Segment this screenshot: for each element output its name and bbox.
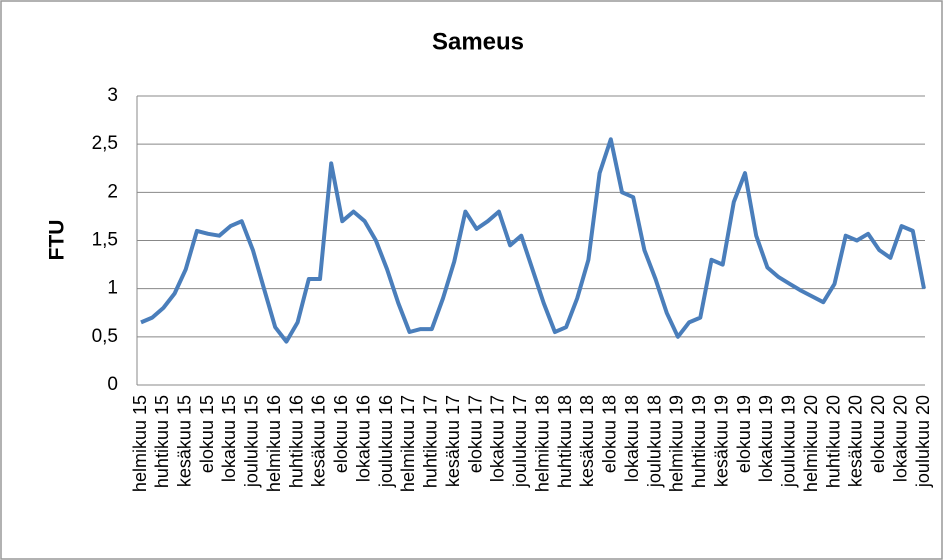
data-line [140,137,926,344]
x-tick-label: elokuu 18 [600,395,620,473]
x-tick-label: joulukuu 15 [242,395,262,488]
x-tick-label: helmikuu 17 [398,395,418,492]
x-tick-label: huhtikuu 17 [421,395,441,488]
x-tick-label: joulukuu 18 [644,395,664,488]
x-tick-label: kesäkuu 18 [577,395,597,487]
x-tick-label: lokakuu 17 [488,395,508,482]
x-tick-label: helmikuu 15 [130,395,150,492]
y-tick-label: 0,5 [92,326,118,347]
x-tick-label: lokakuu 19 [756,395,776,482]
y-tick-label: 3 [107,85,118,106]
x-tick-label: elokuu 17 [465,395,485,473]
x-tick-label: huhtikuu 20 [823,395,843,488]
x-tick-label: elokuu 20 [868,395,888,473]
x-tick-label: lokakuu 18 [622,395,642,482]
x-tick-label: joulukuu 17 [510,395,530,488]
x-tick-label: helmikuu 20 [801,395,821,492]
x-tick-label: lokakuu 16 [353,395,373,482]
x-tick-label: lokakuu 20 [890,395,910,482]
x-tick-label: huhtikuu 18 [555,395,575,488]
x-tick-label: lokakuu 15 [219,395,239,482]
x-tick-label: huhtikuu 16 [286,395,306,488]
y-tick-label: 2,5 [92,133,118,154]
y-tick-label: 1 [107,278,118,299]
x-tick-label: huhtikuu 19 [689,395,709,488]
y-tick-label: 2 [107,181,118,202]
y-tick-label: 0 [107,374,118,395]
x-tick-label: elokuu 16 [331,395,351,473]
x-tick-label: kesäkuu 19 [711,395,731,487]
x-tick-label: elokuu 19 [734,395,754,473]
x-tick-label: kesäkuu 17 [443,395,463,487]
x-tick-label: joulukuu 19 [779,395,799,488]
x-tick-label: huhtikuu 15 [152,395,172,488]
x-tick-label: helmikuu 19 [667,395,687,492]
x-tick-label: kesäkuu 15 [174,395,194,487]
x-tick-label: kesäkuu 20 [846,395,866,487]
x-tick-label: kesäkuu 16 [309,395,329,487]
y-tick-label: 1,5 [92,230,118,251]
chart-title: Sameus [432,28,524,55]
x-tick-label: elokuu 15 [197,395,217,473]
x-tick-label: helmikuu 18 [532,395,552,492]
x-tick-label: helmikuu 16 [264,395,284,492]
x-tick-label: joulukuu 16 [376,395,396,488]
x-tick-label: joulukuu 20 [913,395,933,488]
y-axis-label: FTU [46,220,69,261]
